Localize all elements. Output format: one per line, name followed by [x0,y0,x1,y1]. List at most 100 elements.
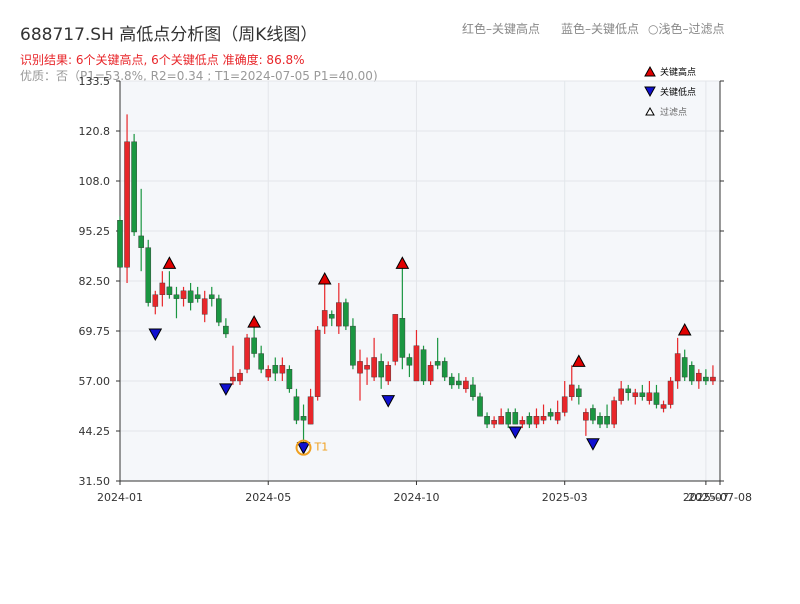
candle-body [300,416,307,421]
top-legend: ○浅色–过滤点 [648,22,724,36]
candle-body [180,290,187,299]
candle-body [343,302,349,327]
candle-body [456,380,462,386]
candle-body [512,412,519,425]
top-legend: 红色–关键高点 [462,21,540,36]
key-high-marker [247,315,261,328]
candle-body [646,392,653,401]
candle-body [604,416,610,425]
note: 优质：否（P1=53.8%, R2=0.34 ; T1=2024-07-05 P… [20,69,378,83]
key-high-marker [162,256,177,269]
key-low-marker [508,426,523,440]
candle-body [328,314,335,319]
candle-body [639,392,646,397]
candle-body [554,412,561,421]
candle-body [208,294,215,299]
candle-body [583,412,589,421]
candle-body [159,282,166,295]
candle-body [223,325,229,335]
candle-body [526,416,533,425]
candle-body [576,388,582,397]
candle-body [611,400,617,425]
candle-body [230,376,236,382]
candle-body [194,294,201,299]
key-high-marker [317,271,332,285]
legend-label: 关键低点 [660,86,696,98]
key-high-marker [571,354,586,367]
y-tick-label: 44.25 [79,425,111,438]
candle-body [674,353,681,382]
candle-body [696,372,702,382]
candle-body [216,298,222,323]
key-low-marker [296,442,311,455]
candle-body [152,294,159,307]
chart-title: 688717.SH 高低点分析图（周K线图） [20,25,317,45]
candle-body [448,376,455,386]
candle-body [463,380,469,390]
candle-body [681,357,688,378]
candle-body [272,365,279,374]
candle-body [540,416,547,421]
candle-body [244,337,250,370]
candle-body [597,416,603,425]
candle-body [399,318,406,358]
candle-body [385,365,392,382]
candle-body [201,298,208,315]
subtitle: 识别结果: 6个关键高点, 6个关键低点 准确度: 86.8% [20,52,305,67]
candle-body [710,376,716,382]
legend-label: 关键高点 [660,66,696,78]
x-tick-label: 2024-05 [245,491,291,504]
candle-body [314,329,321,397]
candle-body [413,345,420,382]
key-low-marker [381,395,396,408]
candle-body [688,365,695,382]
candle-body [519,420,526,425]
candle-body [293,396,300,421]
y-tick-label: 69.75 [79,325,111,338]
key-low-marker [148,328,163,341]
candle-body [498,416,504,425]
candle-body [547,412,554,417]
candle-body [117,220,123,268]
y-tick-label: 95.25 [79,225,111,238]
x-tick-label: 2024-01 [97,491,143,504]
candle-body [371,357,377,378]
candle-body [392,314,399,362]
candle-body [131,141,137,233]
candle-body [138,235,144,248]
y-tick-label: 82.50 [79,275,111,288]
x-tick-label: 2024-10 [393,491,439,504]
candle-body [427,365,434,382]
key-low-marker [219,383,233,396]
candle-body [279,365,286,374]
candle-body [703,376,709,382]
candle-body [187,290,194,303]
candle-body [124,141,130,268]
candle-body [484,416,490,425]
candle-body [307,396,314,425]
x-tick-label: 2025-07-08 [688,491,752,504]
candle-body [357,361,363,374]
candle-body [660,404,667,409]
legend-symbol [644,65,656,77]
x-tick-label: 2025-03 [542,491,588,504]
candle-body [667,380,674,405]
candle-body [420,349,427,382]
candle-body [406,357,413,366]
candle-body [491,420,497,425]
candle-body [441,361,448,378]
y-tick-label: 133.5 [79,75,111,88]
candle-body [653,392,660,405]
x-tick-label: 2025-07 [683,491,729,504]
candle-body [568,384,575,397]
key-high-marker [395,256,410,269]
annotation: T1 [314,441,329,454]
candle-body [434,361,441,366]
candle-body [378,361,384,378]
candle-body [265,369,272,378]
candle-body [145,247,152,303]
candle-body [258,353,264,370]
candle-body [237,372,243,382]
candle-body [470,384,476,397]
